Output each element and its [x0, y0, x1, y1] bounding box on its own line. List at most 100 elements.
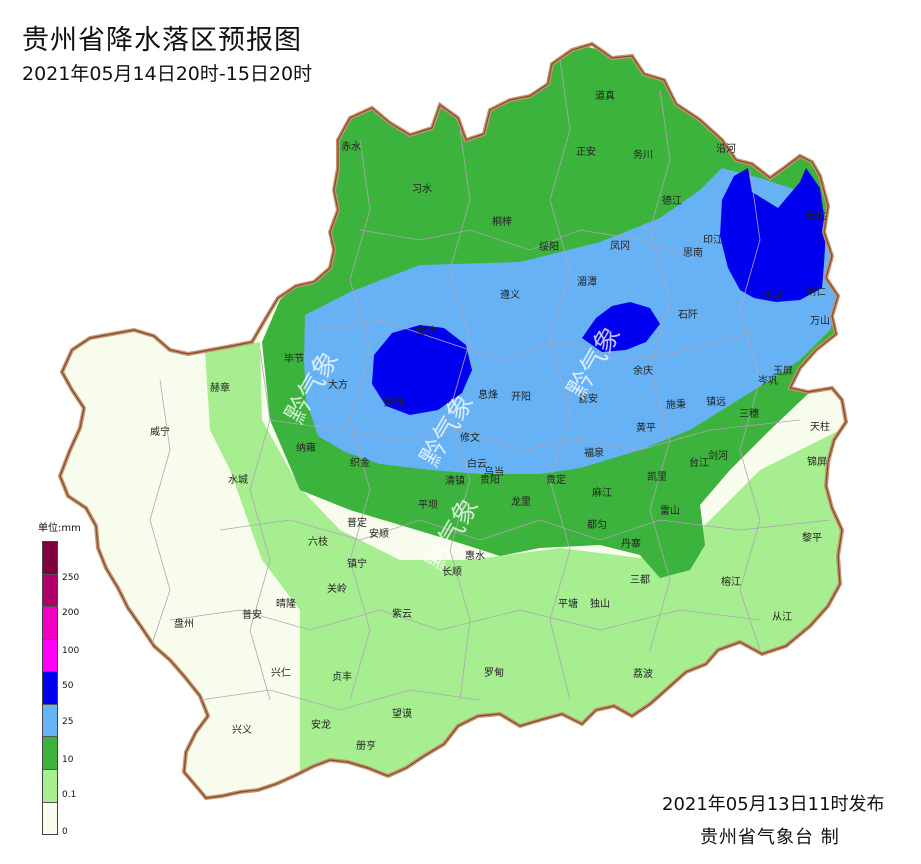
legend-unit: 单位:mm — [38, 523, 81, 534]
city-label: 威宁 — [150, 425, 170, 438]
city-label: 贵阳 — [480, 473, 500, 486]
city-label: 金沙 — [416, 324, 436, 337]
city-label: 遵义 — [500, 288, 520, 301]
map-subtitle: 2021年05月14日20时-15日20时 — [22, 63, 313, 85]
city-label: 湄潭 — [577, 276, 597, 288]
city-label: 六枝 — [308, 535, 328, 548]
issuing-agency: 贵州省气象台 制 — [700, 827, 840, 848]
city-label: 乌当 — [484, 465, 504, 478]
legend-label: 250 — [62, 573, 80, 583]
city-label: 盘州 — [174, 617, 194, 630]
city-label: 思南 — [683, 246, 703, 259]
city-label: 水城 — [228, 474, 248, 486]
legend-label: 0.1 — [62, 790, 77, 800]
city-label: 普定 — [347, 516, 367, 529]
city-label: 兴义 — [232, 724, 252, 736]
city-label: 习水 — [412, 183, 432, 195]
city-label: 黔西 — [384, 396, 404, 409]
city-label: 大方 — [328, 378, 348, 391]
city-label: 罗甸 — [484, 666, 504, 679]
issue-time: 2021年05月13日11时发布 — [662, 794, 885, 815]
legend-swatch — [43, 542, 57, 575]
city-label: 绥阳 — [539, 241, 559, 253]
city-label: 普安 — [242, 608, 262, 621]
legend-label: 10 — [62, 755, 74, 765]
city-label: 江口 — [762, 288, 782, 300]
city-label: 剑河 — [708, 449, 728, 462]
legend-swatch — [43, 672, 57, 705]
city-label: 赫章 — [210, 381, 230, 394]
legend-label: 50 — [62, 681, 74, 691]
city-label: 毕节 — [284, 352, 304, 365]
city-label: 贞丰 — [332, 670, 352, 683]
city-label: 沿河 — [716, 143, 736, 155]
city-label: 石阡 — [678, 309, 698, 321]
city-label: 德江 — [662, 194, 682, 207]
city-label: 正安 — [576, 145, 596, 158]
city-label: 黄平 — [636, 421, 656, 434]
city-label: 松桃 — [806, 209, 826, 222]
city-label: 印江 — [703, 234, 723, 246]
city-label: 镇远 — [706, 395, 726, 408]
city-label: 黎平 — [802, 531, 822, 544]
city-label: 独山 — [590, 597, 610, 610]
city-label: 天柱 — [810, 420, 830, 433]
legend-swatch — [43, 737, 57, 770]
city-label: 白云 — [467, 457, 487, 470]
city-label: 余庆 — [633, 364, 653, 377]
city-label: 瓮安 — [578, 392, 598, 405]
city-label: 赤水 — [341, 141, 361, 153]
city-label: 福泉 — [584, 446, 604, 459]
city-label: 务川 — [633, 148, 653, 161]
legend-swatch — [43, 769, 57, 803]
city-label: 清镇 — [445, 474, 465, 487]
city-label: 册亨 — [356, 739, 376, 752]
city-label: 麻江 — [592, 486, 612, 499]
legend-color-bar — [42, 541, 58, 835]
city-label: 从江 — [772, 611, 792, 623]
city-label: 平塘 — [558, 597, 578, 610]
city-label: 桐梓 — [492, 215, 512, 228]
legend-label: 200 — [62, 608, 80, 618]
legend-swatch — [43, 574, 57, 608]
legend-swatch — [43, 802, 57, 835]
legend-label: 0 — [62, 827, 68, 837]
city-label: 雷山 — [660, 505, 680, 517]
city-label: 惠水 — [465, 549, 485, 562]
city-label: 兴仁 — [271, 667, 291, 679]
city-label: 万山 — [810, 315, 830, 327]
city-label: 凤冈 — [610, 240, 630, 252]
city-label: 平坝 — [418, 499, 438, 511]
city-label: 三穗 — [739, 407, 759, 420]
zone-50-100mm-central — [582, 302, 660, 352]
city-label: 纳雍 — [296, 441, 316, 454]
city-label: 铜仁 — [806, 286, 826, 298]
city-label: 凯里 — [647, 470, 667, 483]
city-label: 望谟 — [392, 707, 412, 720]
city-label: 贵定 — [546, 473, 566, 486]
city-label: 安龙 — [311, 718, 331, 731]
city-label: 榕江 — [721, 575, 741, 588]
legend-swatch — [43, 639, 57, 673]
city-label: 岑巩 — [758, 375, 778, 387]
city-label: 息烽 — [478, 388, 498, 401]
map-title: 贵州省降水落区预报图 — [22, 25, 302, 56]
city-label: 修文 — [460, 431, 480, 444]
city-label: 织金 — [350, 456, 370, 469]
city-label: 荔波 — [633, 667, 653, 680]
city-label: 龙里 — [511, 495, 531, 508]
legend-label: 100 — [62, 646, 80, 656]
city-label: 施秉 — [666, 398, 686, 411]
city-label: 晴隆 — [276, 597, 296, 610]
city-label: 长顺 — [442, 566, 462, 578]
city-label: 都匀 — [587, 519, 607, 531]
city-label: 镇宁 — [347, 557, 367, 570]
city-label: 关岭 — [327, 582, 347, 595]
city-label: 锦屏 — [807, 455, 827, 468]
city-label: 丹寨 — [621, 537, 641, 550]
city-label: 三都 — [630, 574, 650, 586]
legend-swatch — [43, 607, 57, 640]
zone-50-100mm-northeast — [720, 168, 826, 302]
